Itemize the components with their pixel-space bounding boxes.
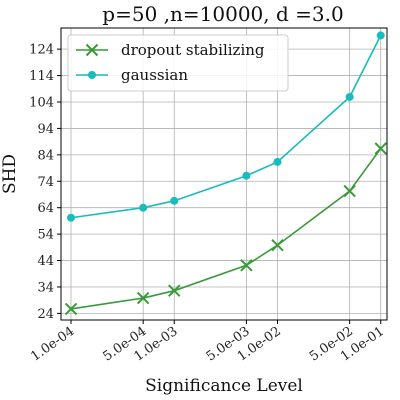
data-point-dropout-stabilizing <box>343 184 356 198</box>
series-layer <box>64 31 387 316</box>
y-axis-title: SHD <box>0 154 20 194</box>
legend-label: dropout stabilizing <box>121 41 265 59</box>
chart-title: p=50 ,n=10000, d =3.0 <box>102 2 343 26</box>
data-point-dropout-stabilizing <box>136 291 150 305</box>
x-marker-stroke <box>271 239 284 252</box>
legend: dropout stabilizing gaussian <box>67 34 289 92</box>
y-tick-label: 94 <box>37 122 54 137</box>
legend-entry-dropout-stabilizing: dropout stabilizing <box>76 41 265 59</box>
y-tick-label: 124 <box>29 43 54 58</box>
data-point-dropout-stabilizing <box>168 284 181 297</box>
legend-box <box>67 34 289 92</box>
x-axis-title: Significance Level <box>145 376 303 396</box>
y-tick-label: 24 <box>37 307 54 322</box>
data-point-dropout-stabilizing <box>64 302 78 316</box>
legend-marker <box>88 71 96 79</box>
legend-label: gaussian <box>121 66 188 84</box>
x-marker-stroke <box>136 291 150 305</box>
legend-entry-gaussian: gaussian <box>76 66 188 84</box>
x-marker-stroke <box>168 284 181 297</box>
y-tick-label: 104 <box>29 95 54 110</box>
y-tick-label: 84 <box>37 148 54 163</box>
data-point-dropout-stabilizing <box>374 142 387 155</box>
data-point-gaussian <box>273 157 282 166</box>
x-marker-stroke <box>64 302 78 316</box>
data-point-dropout-stabilizing <box>271 239 284 252</box>
x-marker-stroke <box>343 184 356 198</box>
data-point-gaussian <box>345 92 354 101</box>
x-marker-stroke <box>85 43 99 57</box>
data-point-gaussian <box>242 171 251 180</box>
y-tick-label: 64 <box>37 201 54 216</box>
data-point-dropout-stabilizing <box>240 259 253 272</box>
y-tick-label: 44 <box>37 254 54 269</box>
plot-frame <box>60 27 388 321</box>
legend-marker <box>85 43 99 57</box>
y-tick-label: 74 <box>37 175 54 190</box>
x-marker-stroke <box>240 259 253 272</box>
y-tick-label: 114 <box>29 69 54 84</box>
data-point-gaussian <box>376 31 385 40</box>
x-marker-stroke <box>374 142 387 155</box>
data-point-gaussian <box>139 203 148 212</box>
data-point-gaussian <box>170 196 179 205</box>
y-tick-label: 34 <box>37 280 54 295</box>
data-point-gaussian <box>67 213 76 222</box>
y-tick-label: 54 <box>37 228 54 243</box>
